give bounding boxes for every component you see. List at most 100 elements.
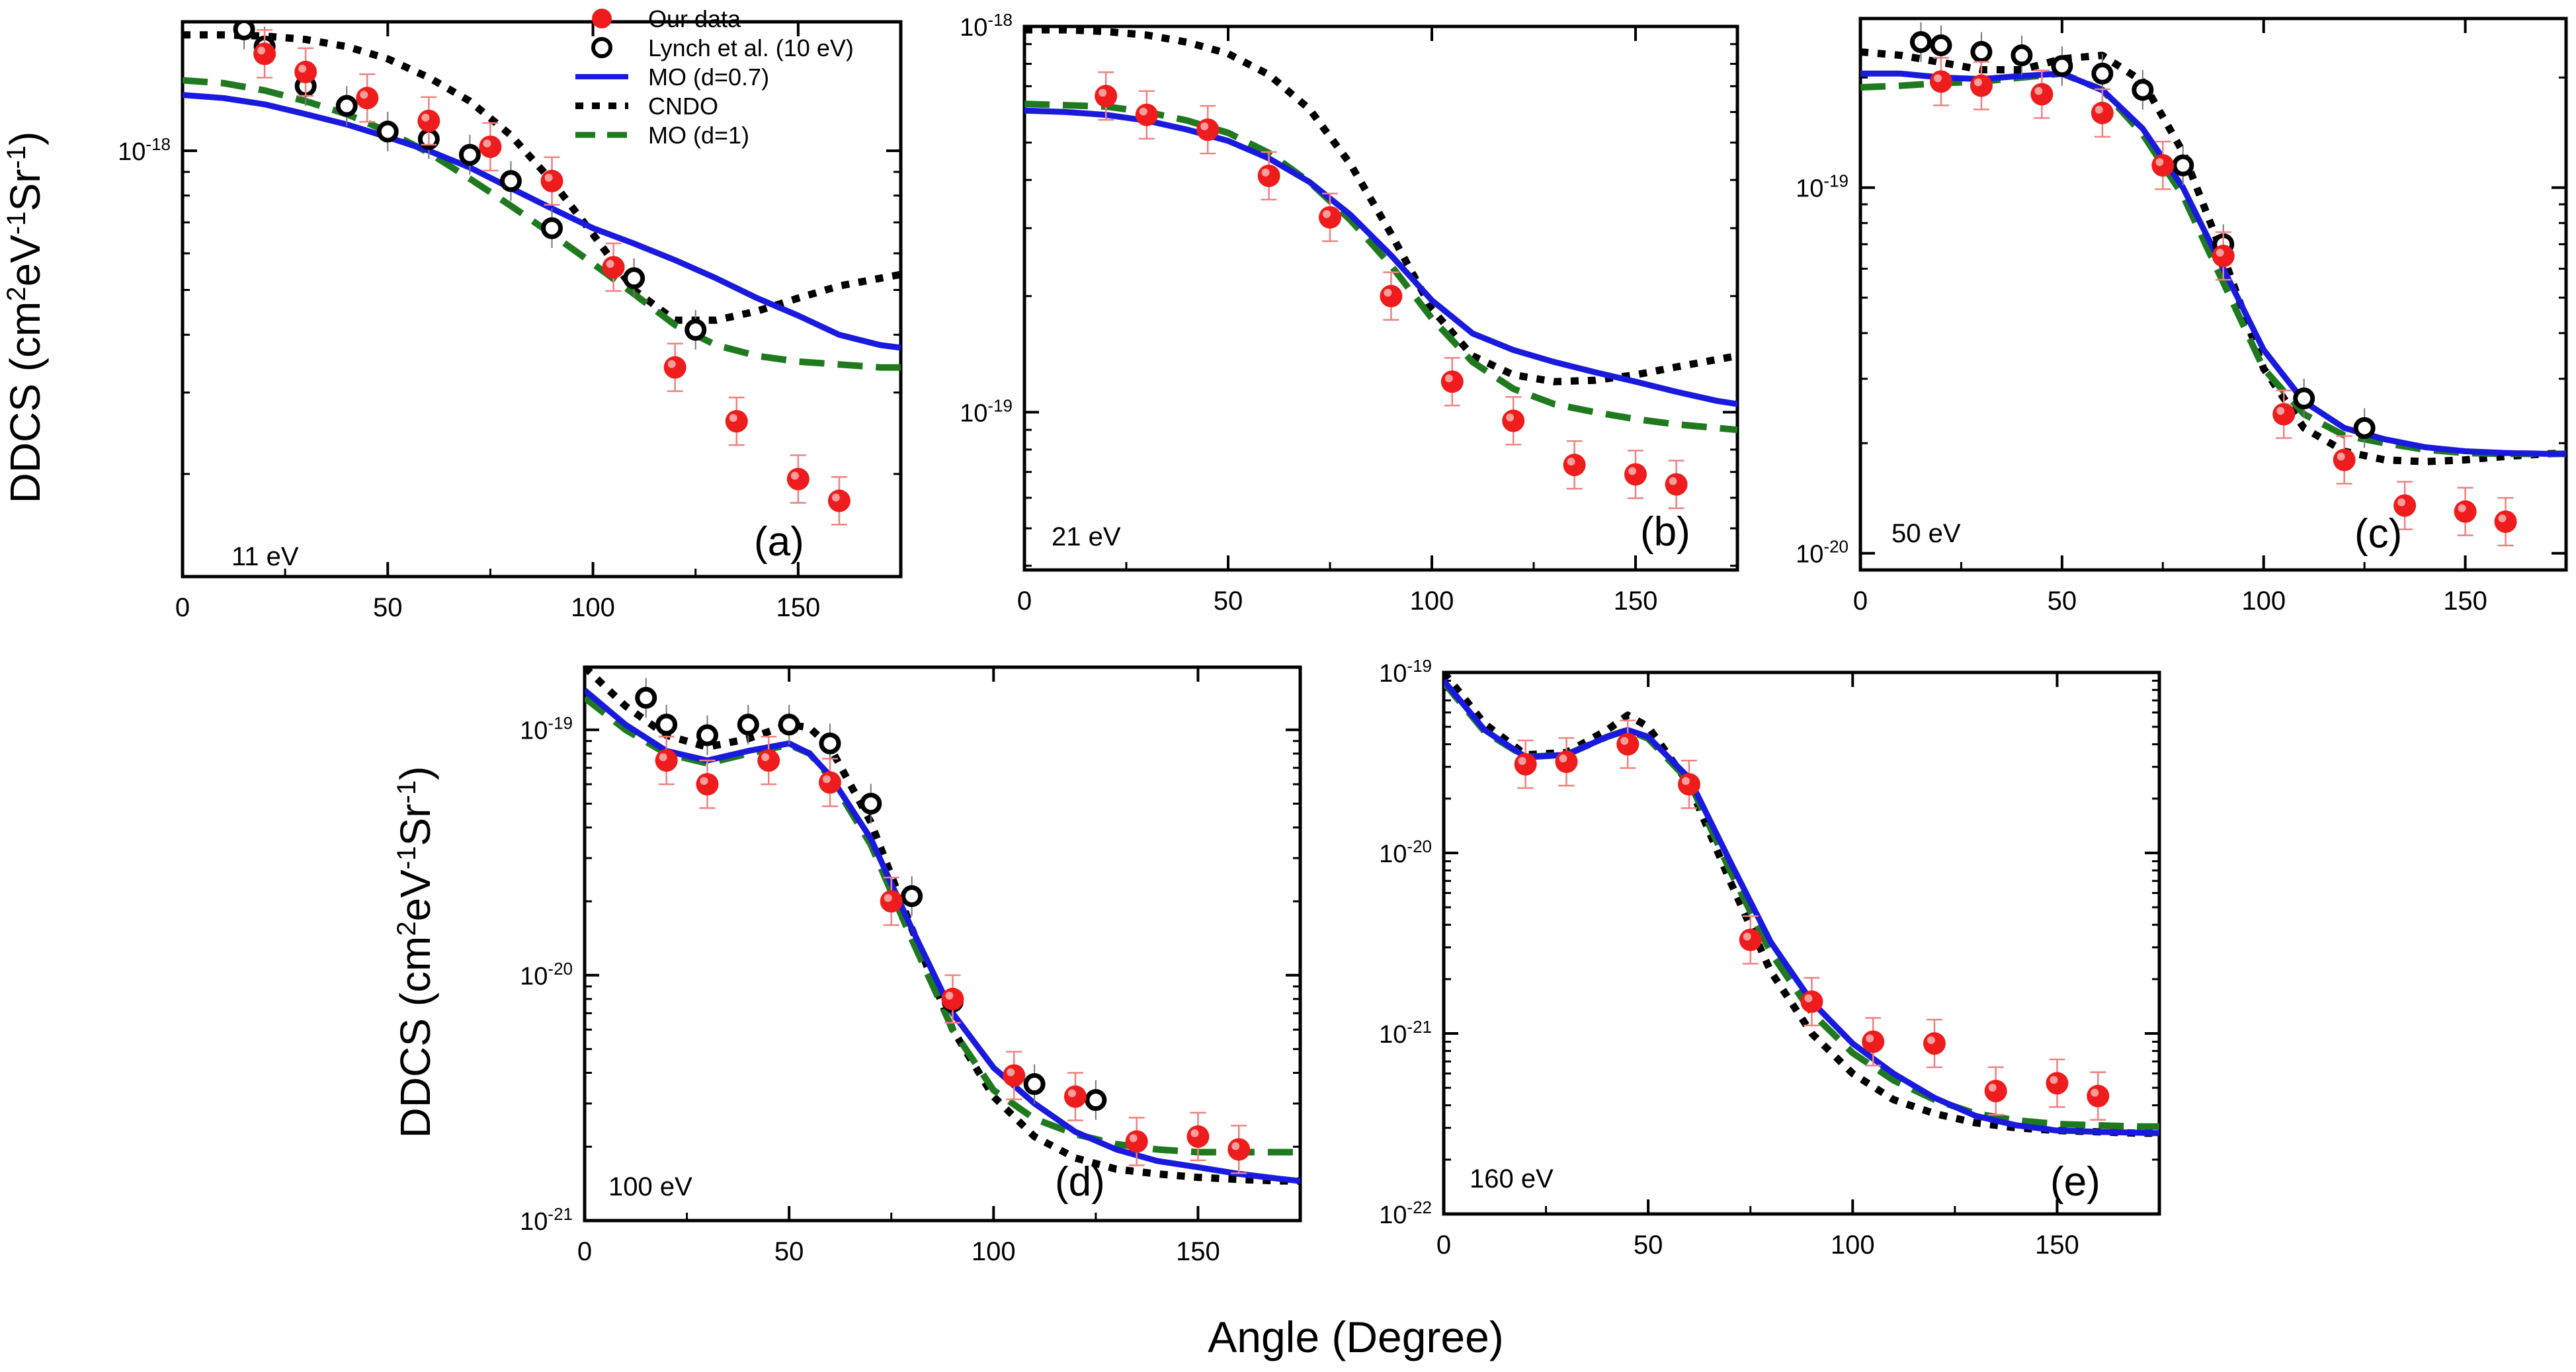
x-tick-label: 0	[1853, 586, 1868, 616]
our-data-point-highlight	[1988, 1084, 1997, 1092]
our-data-point	[602, 256, 625, 279]
our-data-point-highlight	[1620, 737, 1629, 745]
lynch-point	[819, 732, 841, 754]
our-data-point-highlight	[700, 777, 708, 786]
y-tick-label: 10-18	[118, 134, 171, 166]
x-tick-label: 50	[2048, 586, 2077, 616]
energy-label: 50 eV	[1891, 519, 1961, 548]
our-data-point-highlight	[1518, 756, 1526, 765]
our-data-point	[655, 749, 678, 772]
our-data-point	[1929, 70, 1952, 93]
legend-label: Lynch et al. (10 eV)	[648, 34, 854, 61]
plot-frame	[1858, 17, 2568, 572]
our-data-point-highlight	[544, 173, 553, 182]
our-data-point	[2272, 403, 2296, 426]
lynch-point	[2353, 417, 2376, 439]
our-data-point	[1514, 752, 1537, 776]
y-axis-label-bottom: DDCS (cm2eV-1Sr-1)	[392, 766, 439, 1139]
lynch-point	[1970, 41, 1993, 63]
our-data-point	[1003, 1064, 1026, 1087]
our-data-point-highlight	[822, 775, 831, 784]
our-data-point-highlight	[1323, 210, 1331, 218]
legend-red-dot-symbol	[592, 9, 612, 28]
lynch-point	[685, 319, 707, 341]
our-data-point-highlight	[1067, 1089, 1076, 1098]
mo-d07-line	[183, 92, 901, 351]
legend-label: MO (d=0.7)	[648, 63, 769, 91]
lynch-point	[696, 724, 718, 747]
x-tick-label: 50	[373, 593, 403, 622]
our-data-point	[2151, 154, 2175, 177]
our-data-point-highlight	[1200, 122, 1209, 131]
our-data-point	[941, 987, 964, 1010]
our-data-point-highlight	[2155, 158, 2164, 167]
our-data-point-highlight	[1261, 168, 1270, 177]
x-tick-label: 100	[1831, 1231, 1875, 1260]
our-data-point	[2046, 1072, 2069, 1095]
lynch-point	[901, 885, 923, 907]
our-data-point-highlight	[790, 471, 799, 480]
our-data-point	[1186, 1125, 1210, 1148]
lynch-point	[1930, 34, 1952, 56]
our-data-point	[1970, 74, 1993, 97]
our-data-point-highlight	[2498, 514, 2507, 522]
y-tick-label: 10-19	[1379, 656, 1432, 688]
lynch-point	[1023, 1073, 1046, 1096]
our-data-point	[479, 135, 502, 158]
legend-item: MO (d=0.7)	[575, 63, 769, 91]
lynch-point	[860, 792, 882, 815]
lynch-point	[737, 713, 759, 736]
chart-panels: 0 50 100 150 10-18 11 eV (a) 0 50 100 150 10-18 10-1…	[118, 10, 2568, 1266]
plot-frame	[181, 20, 903, 579]
our-data-point-highlight	[831, 493, 840, 502]
our-data-point	[663, 356, 686, 379]
lynch-point	[541, 217, 563, 239]
lynch-point	[2051, 55, 2073, 77]
legend-label: Our data	[648, 5, 741, 32]
lynch-point	[2011, 44, 2033, 67]
our-data-point	[1380, 284, 1403, 307]
our-data-point	[1677, 773, 1700, 796]
our-data-point-highlight	[945, 991, 954, 1000]
our-data-point	[1196, 118, 1220, 141]
our-data-point	[1502, 409, 1525, 432]
y-tick-label: 10-20	[1796, 537, 1849, 569]
our-data-point-highlight	[1866, 1034, 1874, 1043]
mo-d07-line	[585, 688, 1300, 1184]
mo-d1-line	[585, 695, 1300, 1156]
mo-d1-line	[183, 77, 901, 371]
our-data-point-highlight	[1567, 458, 1575, 466]
lynch-point	[1085, 1089, 1107, 1111]
plot-frame	[1022, 24, 1739, 572]
our-data-point-highlight	[257, 46, 266, 55]
our-data-point	[827, 489, 851, 512]
energy-label: 160 eV	[1470, 1164, 1554, 1193]
lynch-point	[2132, 79, 2154, 101]
lynch-point	[458, 143, 481, 166]
lynch-point	[376, 120, 399, 143]
our-data-point	[725, 410, 748, 433]
x-tick-label: 150	[2443, 586, 2487, 616]
lynch-point	[499, 170, 522, 192]
mo-d1-line	[1860, 70, 2566, 458]
chart-panel-b: 0 50 100 150 10-18 10-19 21 eV (b)	[960, 10, 1739, 616]
lynch-point	[233, 22, 255, 40]
our-data-point-highlight	[2337, 452, 2345, 461]
our-data-point	[1227, 1138, 1251, 1161]
y-tick-label: 10-20	[520, 959, 573, 990]
our-data-point	[2091, 101, 2114, 124]
energy-label: 100 eV	[608, 1172, 692, 1201]
x-tick-label: 0	[1436, 1231, 1451, 1260]
our-data-point-highlight	[659, 753, 667, 762]
our-data-point-highlight	[1099, 89, 1107, 97]
our-data-point-highlight	[729, 414, 737, 423]
x-tick-label: 100	[2241, 586, 2286, 616]
y-tick-label: 10-19	[960, 395, 1013, 427]
cndo-line	[1444, 672, 2159, 1137]
our-data-point	[1739, 928, 1762, 951]
our-data-point	[1984, 1080, 2007, 1103]
our-data-point-highlight	[2216, 249, 2224, 257]
lynch-point	[778, 713, 800, 736]
our-data-point-highlight	[2034, 87, 2043, 95]
chart-panel-d: 0 50 100 150 10-19 10-20 10-21 100 eV (d)	[520, 665, 1302, 1266]
